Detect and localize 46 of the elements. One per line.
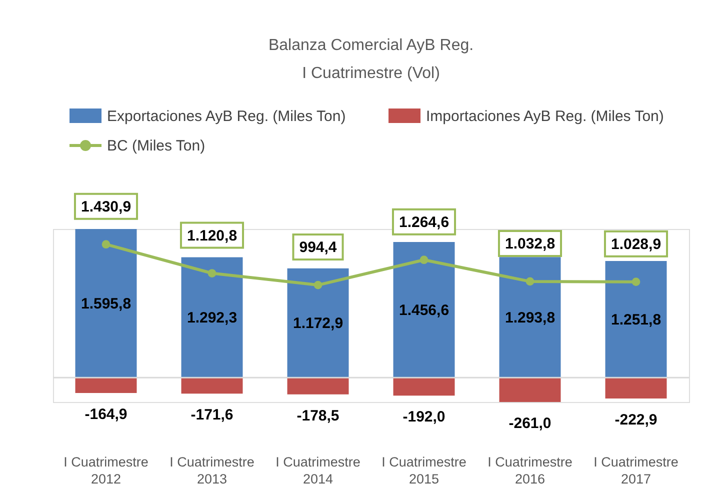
x-tick-label: I Cuatrimestre 2017: [594, 454, 678, 486]
data-label: 1.292,3: [186, 309, 238, 326]
bar: [605, 261, 667, 378]
data-label: 1.172,9: [292, 315, 344, 332]
data-label: 1.028,9: [610, 236, 662, 253]
data-label: 994,4: [299, 239, 338, 256]
point: [526, 277, 534, 286]
data-label: -164,9: [84, 406, 128, 424]
bar: [75, 378, 137, 394]
data-label: 1.032,8: [504, 235, 556, 252]
data-label: -171,6: [190, 406, 234, 424]
data-label: -178,5: [296, 407, 340, 424]
data-label: 1.264,6: [398, 214, 450, 231]
bar: [287, 378, 349, 394]
bar: [393, 378, 455, 396]
legend-label: Importaciones AyB Reg. (Miles Ton): [426, 108, 664, 125]
data-label: 1.430,9: [80, 198, 132, 216]
bar: [287, 268, 349, 378]
point: [208, 269, 216, 278]
bar: [181, 378, 243, 394]
data-label: 1.120,8: [186, 227, 238, 244]
bar: [75, 229, 137, 378]
data-label: 1.251,8: [610, 311, 662, 328]
legend-label: Exportaciones AyB Reg. (Miles Ton): [107, 108, 346, 125]
point: [314, 280, 322, 290]
x-tick-label: I Cuatrimestre 2014: [276, 454, 360, 486]
data-label: 1.293,8: [504, 309, 556, 326]
point: [420, 256, 428, 264]
bar: [181, 257, 243, 378]
bar: [605, 378, 667, 398]
bar: [499, 378, 561, 402]
chart-title: Balanza Comercial AyB Reg.: [268, 37, 474, 54]
x-tick-label: I Cuatrimestre 2012: [64, 454, 148, 486]
data-label: -222,9: [614, 411, 658, 428]
x-tick-label: I Cuatrimestre 2016: [488, 454, 572, 486]
data-label: -192,0: [402, 408, 446, 426]
x-tick-label: I Cuatrimestre 2015: [382, 454, 466, 486]
chart-subtitle: I Cuatrimestre (Vol): [302, 65, 440, 82]
point: [632, 278, 640, 286]
point: [102, 240, 110, 249]
legend-label: BC (Miles Ton): [107, 138, 206, 154]
data-label: 1.456,6: [398, 302, 450, 319]
x-tick-label: I Cuatrimestre 2013: [170, 454, 254, 486]
data-label: 1.595,8: [80, 295, 132, 312]
bar: [393, 242, 455, 378]
data-label: -261,0: [508, 415, 552, 432]
